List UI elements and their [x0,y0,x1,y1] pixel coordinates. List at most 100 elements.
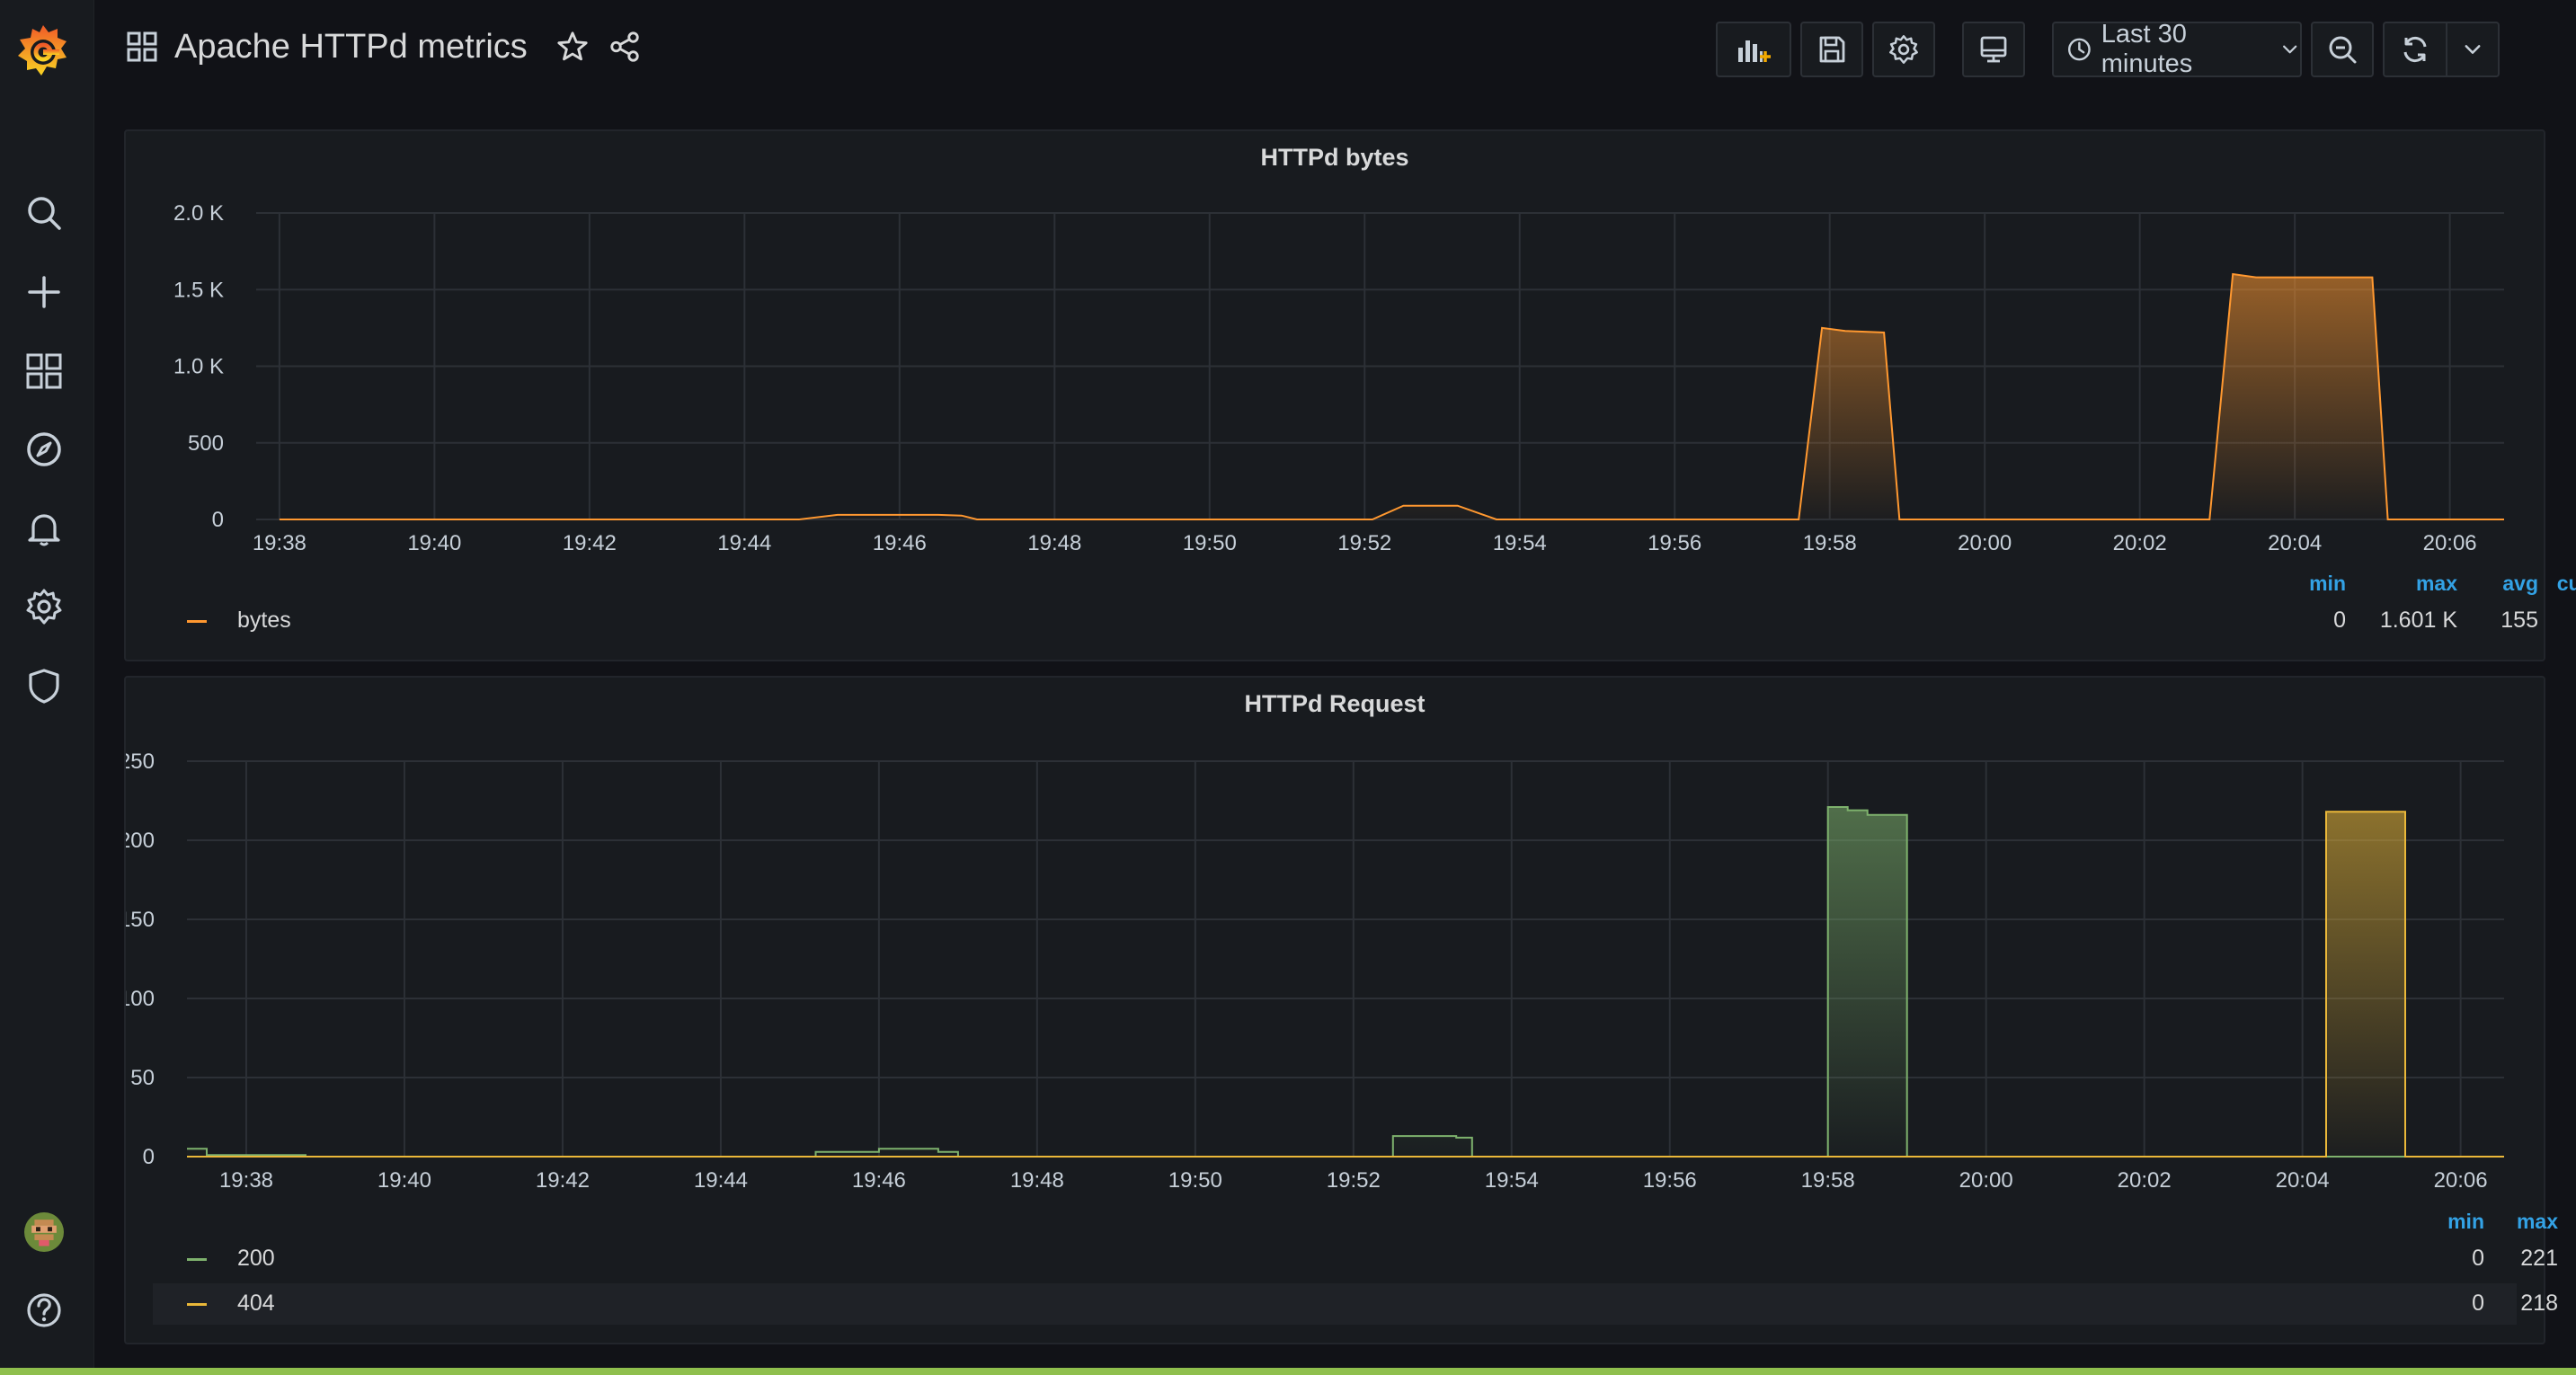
x-tick-label: 20:06 [2423,531,2477,555]
legend-swatch [187,1258,207,1261]
x-tick-label: 19:38 [219,1168,273,1190]
panel-title[interactable]: HTTPd bytes [1260,144,1409,171]
time-range-label: Last 30 minutes [2101,20,2193,78]
legend-value-avg: 10 [2380,1246,2576,1272]
chevron-down-icon [2282,45,2296,54]
share-icon[interactable] [605,27,644,67]
panel-httpd-bytes: HTTPd bytes 0 500 1.0 K 1.5 K 2.0 K 19:38 19:4… [124,129,2576,661]
zoom-out-button[interactable] [2311,22,2374,77]
settings-icon [1889,35,1918,64]
x-tick-label: 19:50 [1168,1168,1222,1190]
save-dashboard-button[interactable] [1800,22,1863,77]
refresh-button[interactable] [2383,22,2446,77]
refresh-icon [2403,36,2427,63]
chevron-down-icon [2465,45,2481,54]
x-tick-label: 20:04 [2268,531,2322,555]
zoom-out-icon [2329,36,2357,64]
add-panel-icon [1738,40,1771,62]
x-tick-label: 20:02 [2113,531,2167,555]
legend-header-avg[interactable]: avg [2380,1210,2576,1234]
x-tick-label: 19:38 [253,531,306,555]
series-line-200 [187,806,2504,1158]
alerting-icon[interactable] [20,504,68,553]
legend-row-404[interactable]: 404 0 218 55 [153,1283,2558,1325]
legend-header-min[interactable]: min [2309,572,2346,595]
legend-row-bytes[interactable]: bytes 0 1.601 K 155 0 [153,600,2538,642]
x-tick-label: 19:42 [536,1168,590,1190]
help-icon[interactable] [20,1286,68,1335]
legend-header-max[interactable]: max [2516,1210,2558,1233]
legend-value-min: 0 [2472,1246,2484,1271]
legend-header-avg[interactable]: avg [2502,572,2538,595]
series-line-bytes [279,272,2504,520]
x-tick-label: 19:48 [1010,1168,1064,1190]
panel-title[interactable]: HTTPd Request [1244,690,1426,717]
x-tick-label: 19:46 [873,531,927,555]
legend-value-max: 218 [2520,1291,2558,1316]
y-tick-label: 50 [130,1066,155,1090]
legend-swatch [187,1303,207,1306]
grafana-logo-icon[interactable] [11,20,76,84]
legend-series-name: 404 [237,1291,275,1316]
star-icon[interactable] [553,27,592,67]
x-tick-label: 19:58 [1801,1168,1855,1190]
request-chart[interactable]: 0 50 100 150 200 250 19:38 19:40 19:42 19:44 19:46… [126,678,2547,1190]
sidebar [0,0,94,1368]
configuration-icon[interactable] [20,582,68,631]
x-tick-label: 20:04 [2276,1168,2330,1190]
legend-row-200[interactable]: 200 0 221 10 [153,1238,2558,1280]
x-tick-label: 20:02 [2118,1168,2172,1190]
legend-value-avg: 55 [2380,1291,2576,1317]
x-tick-label: 19:52 [1327,1168,1381,1190]
legend-header-min[interactable]: min [2447,1210,2484,1233]
series-area-bytes [279,274,2505,519]
y-tick-label: 1.0 K [173,355,224,379]
avatar[interactable] [20,1208,68,1256]
legend-header-max[interactable]: max [2415,572,2457,595]
y-tick-label: 2.0 K [173,201,224,226]
dashboards-icon[interactable] [20,347,68,395]
y-tick-label: 500 [188,431,224,456]
x-tick-label: 19:40 [407,531,461,555]
x-tick-label: 19:44 [717,531,771,555]
y-tick-label: 0 [212,508,224,532]
x-tick-label: 19:54 [1493,531,1547,555]
dashboard-title[interactable]: Apache HTTPd metrics [174,27,528,66]
y-tick-label: 100 [126,987,155,1011]
x-tick-label: 19:58 [1803,531,1857,555]
legend-header-current[interactable]: current [2556,572,2576,595]
x-tick-label: 19:40 [378,1168,431,1190]
top-navbar: Apache HTTPd metrics Last 30 [93,0,2576,106]
legend-value-min: 0 [2472,1291,2484,1316]
explore-icon[interactable] [20,425,68,474]
x-tick-label: 19:52 [1337,531,1391,555]
y-tick-label: 0 [143,1145,155,1169]
bytes-chart[interactable]: 0 500 1.0 K 1.5 K 2.0 K 19:38 19:40 19:42 19:44 1… [126,131,2547,563]
x-tick-label: 19:54 [1485,1168,1539,1190]
legend-series-name: 200 [237,1246,275,1271]
y-tick-label: 200 [126,829,155,853]
legend-swatch [187,620,207,623]
add-panel-button[interactable] [1716,22,1791,77]
x-tick-label: 20:00 [1958,531,2012,555]
x-tick-label: 19:44 [694,1168,748,1190]
legend-value-max: 221 [2520,1246,2558,1271]
shield-icon[interactable] [20,661,68,710]
y-tick-label: 150 [126,908,155,932]
save-icon [1819,36,1845,63]
x-tick-label: 19:56 [1643,1168,1697,1190]
panel-httpd-request: HTTPd Request 0 50 100 150 200 250 19:38 19:40 1… [124,676,2558,1344]
dashboard-settings-button[interactable] [1872,22,1935,77]
legend-value-min: 0 [2333,608,2346,633]
plus-icon[interactable] [20,268,68,316]
time-range-picker[interactable]: Last 30 minutes [2052,20,2302,78]
x-tick-label: 19:50 [1183,531,1237,555]
y-tick-label: 250 [126,750,155,774]
tv-mode-button[interactable] [1962,22,2025,77]
search-icon[interactable] [20,189,68,237]
legend-value-max: 1.601 K [2379,608,2457,633]
dashboard-grid-icon [127,31,157,62]
refresh-interval-button[interactable] [2446,22,2500,77]
x-tick-label: 19:42 [563,531,617,555]
